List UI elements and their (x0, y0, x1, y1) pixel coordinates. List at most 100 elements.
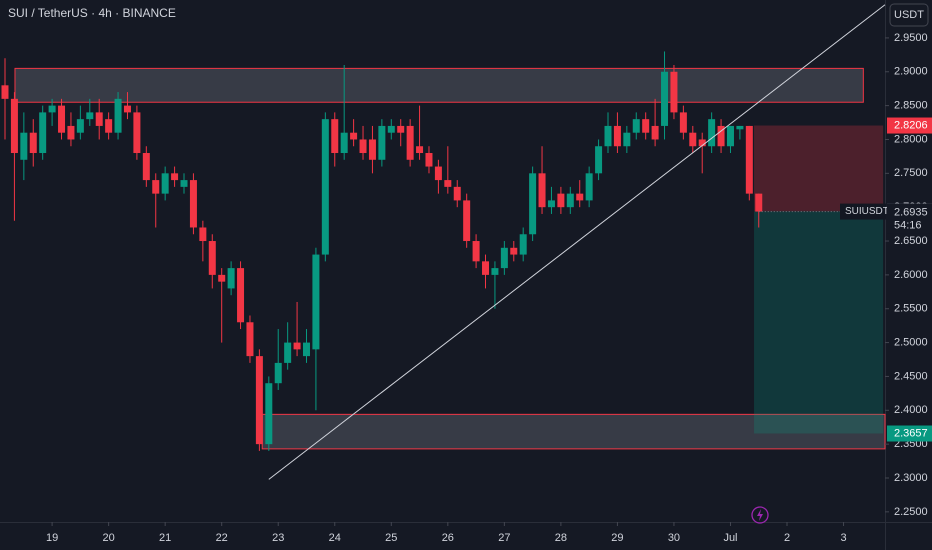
y-tick-label: 2.8500 (894, 100, 928, 112)
x-tick-label: 3 (840, 532, 846, 544)
candle-body (321, 119, 329, 255)
candle-body (585, 173, 593, 201)
candle-body (557, 193, 565, 208)
target-label-box (887, 425, 932, 442)
candle-body (265, 383, 273, 445)
candle-body (180, 180, 188, 187)
candle-body (67, 125, 75, 140)
zone (14, 67, 864, 103)
candle-body (189, 180, 197, 228)
candle-body (152, 180, 160, 194)
candle-body (651, 125, 659, 140)
candle-body (48, 105, 56, 113)
candle-body (227, 268, 235, 289)
candle-body (218, 274, 226, 282)
y-tick-label: 2.6500 (894, 235, 928, 247)
currency-button[interactable] (889, 3, 929, 27)
y-tick-label: 2.2500 (894, 506, 928, 518)
target-zone (754, 211, 884, 434)
candle-body (20, 132, 28, 160)
candle-body (387, 125, 395, 133)
candle-body (142, 153, 150, 181)
candle-body (425, 153, 433, 167)
x-tick-label: 30 (668, 532, 680, 544)
candle-body (331, 119, 339, 154)
candle-body (726, 125, 734, 147)
candle-body (208, 241, 216, 275)
x-tick-label: 21 (159, 532, 171, 544)
x-tick-label: 24 (329, 532, 341, 544)
candle-body (689, 132, 697, 147)
candle-body (576, 193, 584, 201)
candle-body (76, 119, 84, 133)
y-tick-label: 2.4500 (894, 370, 928, 382)
candle-body (416, 146, 424, 154)
y-tick-label: 2.5500 (894, 303, 928, 315)
candle-body (105, 119, 113, 133)
candle-body (29, 132, 37, 154)
candle-body (397, 125, 405, 133)
candle-body (95, 112, 103, 126)
candle-body (670, 71, 678, 113)
candle-body (406, 125, 414, 160)
candle-body (444, 180, 452, 187)
candle-body (255, 356, 263, 445)
candle-body (58, 105, 66, 133)
plot-area (1, 4, 886, 480)
x-tick-label: Jul (723, 532, 737, 544)
x-tick-label: 22 (216, 532, 228, 544)
y-tick-label: 2.9500 (894, 32, 928, 44)
candle-body (708, 119, 716, 147)
x-tick-label: 25 (385, 532, 397, 544)
candle-body (359, 139, 367, 154)
candle-body (199, 227, 207, 242)
x-tick-label: 26 (442, 532, 454, 544)
candle-body (510, 247, 518, 255)
target-label: 2.3657 (894, 427, 928, 439)
candle-body (350, 132, 358, 140)
candle-body (133, 112, 141, 154)
currency-label[interactable]: USDT (894, 9, 924, 21)
last-price-label: 2.6935 (894, 206, 928, 218)
candle-body (755, 193, 763, 212)
last-price-box (887, 203, 932, 234)
y-tick-label: 2.9000 (894, 66, 928, 78)
candle-body (86, 112, 94, 120)
candle-body (661, 71, 669, 126)
candle-body (302, 342, 310, 357)
candle-body (482, 261, 490, 275)
x-tick-label: 23 (272, 532, 284, 544)
x-tick-label: 27 (498, 532, 510, 544)
chart-title: SUI / TetherUS · 4h · BINANCE (8, 6, 176, 20)
candle-body (284, 342, 292, 363)
candle-body (529, 173, 537, 235)
candle-body (717, 125, 725, 147)
candle-body (114, 98, 122, 133)
candle-body (246, 322, 254, 357)
stop-zone (754, 125, 884, 212)
candle-body (171, 173, 179, 181)
candle-body (500, 247, 508, 269)
candle-body (340, 132, 348, 154)
x-tick-label: 28 (555, 532, 567, 544)
candle-body (623, 132, 631, 147)
candle-body (679, 112, 687, 133)
x-tick-label: 2 (784, 532, 790, 544)
y-tick-label: 2.7500 (894, 167, 928, 179)
candle-body (491, 268, 499, 275)
candle-body (237, 268, 245, 323)
candle-body (595, 146, 603, 174)
candle-body (745, 125, 753, 194)
y-tick-label: 2.3000 (894, 472, 928, 484)
lightning-icon[interactable] (751, 506, 769, 524)
candle-body (566, 193, 574, 208)
candle-body (1, 85, 9, 99)
candle-body (519, 234, 527, 255)
x-tick-label: 29 (611, 532, 623, 544)
candle-body (434, 166, 442, 181)
trendline (268, 4, 886, 480)
candle-body (123, 105, 131, 113)
candle-body (632, 119, 640, 133)
